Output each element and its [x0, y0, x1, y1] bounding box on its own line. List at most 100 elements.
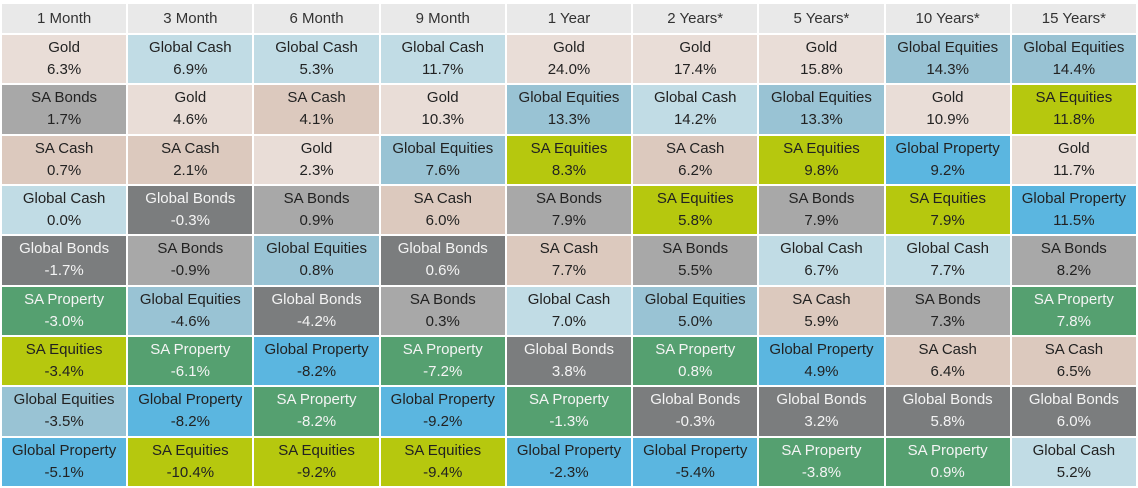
asset-name: Global Property [1021, 190, 1126, 208]
table-cell-global-cash: Global Cash 14.2% [633, 85, 758, 134]
table-cell-global-equities: Global Equities 13.3% [759, 85, 884, 134]
asset-name: SA Equities [151, 441, 229, 459]
asset-name: Global Bonds [776, 391, 867, 409]
asset-name: Gold [48, 39, 80, 57]
table-cell-sa-cash: SA Cash 5.9% [759, 286, 884, 335]
table-cell-global-property: Global Property 4.9% [759, 336, 884, 386]
return-value: -5.1% [44, 463, 84, 481]
asset-name: Global Property [769, 341, 874, 359]
table-cell-global-cash: Global Cash 6.9% [128, 35, 253, 84]
asset-name: Global Bonds [650, 391, 741, 409]
asset-name: SA Equities [1035, 89, 1113, 107]
table-cell-global-property: Global Property -9.2% [380, 387, 505, 436]
asset-name: Global Equities [13, 391, 115, 409]
return-value: 11.5% [1053, 212, 1095, 230]
table-cell-sa-equities: SA Equities 11.8% [1011, 85, 1136, 134]
table-cell-global-equities: Global Equities -3.5% [2, 387, 127, 436]
table-cell-sa-bonds: SA Bonds 0.9% [254, 185, 379, 235]
asset-name: Global Property [643, 441, 748, 459]
asset-name: Global Cash [1032, 441, 1116, 459]
asset-name: SA Cash [666, 139, 725, 157]
asset-name: SA Bonds [157, 240, 224, 258]
table-cell-global-bonds: Global Bonds -1.7% [2, 236, 127, 285]
return-value: 5.8% [678, 212, 713, 230]
table-cell-global-bonds: Global Bonds 6.0% [1011, 387, 1136, 436]
asset-name: Global Equities [1023, 39, 1125, 57]
return-value: 4.6% [173, 111, 208, 129]
asset-name: Global Bonds [19, 240, 110, 258]
asset-name: Global Property [138, 391, 243, 409]
asset-name: Global Bonds [523, 341, 615, 359]
asset-name: SA Cash [34, 139, 94, 157]
table-cell-sa-property: SA Property -3.8% [759, 437, 884, 486]
return-value: -7.2% [423, 363, 463, 381]
return-value: 6.4% [930, 363, 965, 381]
table-cell-gold: Gold 2.3% [254, 135, 379, 184]
asset-name: Global Property [390, 391, 495, 409]
return-value: 0.9% [299, 212, 334, 230]
return-value: 0.9% [930, 463, 965, 481]
asset-name: Global Property [264, 341, 369, 359]
asset-name: SA Property [402, 341, 483, 359]
table-cell-sa-bonds: SA Bonds 0.3% [380, 286, 505, 335]
table-cell-sa-property: SA Property -6.1% [128, 336, 253, 386]
return-value: -0.3% [675, 413, 715, 431]
table-cell-global-equities: Global Equities 13.3% [506, 85, 632, 134]
return-value: 7.9% [930, 212, 965, 230]
return-value: 6.3% [47, 61, 82, 79]
table-cell-global-equities: Global Equities 7.6% [380, 135, 505, 184]
return-value: 1.7% [47, 111, 82, 129]
asset-name: SA Equities [25, 341, 103, 359]
return-value: 9.2% [930, 161, 965, 179]
table-cell-sa-equities: SA Equities -3.4% [2, 336, 127, 386]
return-value: 0.8% [678, 363, 713, 381]
return-value: 14.4% [1052, 61, 1096, 79]
asset-name: Gold [931, 89, 964, 107]
asset-name: Gold [805, 39, 838, 57]
return-value: 0.3% [425, 312, 460, 330]
asset-name: Gold [1058, 139, 1090, 157]
return-value: 7.8% [1056, 312, 1091, 330]
table-cell-sa-equities: SA Equities -9.2% [254, 437, 379, 486]
table-cell-global-property: Global Property -8.2% [128, 387, 253, 436]
return-value: 17.4% [673, 61, 717, 79]
table-cell-sa-cash: SA Cash 6.4% [885, 336, 1010, 386]
return-value: 10.3% [421, 111, 465, 129]
column-header-1-year: 1 Year [506, 4, 632, 33]
table-cell-sa-equities: SA Equities 5.8% [633, 185, 758, 235]
table-cell-sa-bonds: SA Bonds 1.7% [2, 85, 127, 134]
return-value: -9.4% [423, 463, 463, 481]
asset-name: SA Cash [1044, 341, 1104, 359]
asset-name: Global Cash [780, 240, 863, 258]
table-cell-global-bonds: Global Bonds 0.6% [380, 236, 505, 285]
return-value: 14.2% [673, 111, 717, 129]
return-value: 0.7% [47, 161, 82, 179]
return-value: 11.7% [422, 61, 464, 79]
return-value: 7.0% [551, 312, 587, 330]
table-cell-sa-equities: SA Equities -10.4% [128, 437, 253, 486]
asset-name: Global Cash [653, 89, 737, 107]
asset-name: Global Cash [149, 39, 232, 57]
asset-name: SA Cash [161, 139, 220, 157]
return-value: 11.7% [1053, 161, 1095, 179]
asset-name: SA Bonds [283, 190, 350, 208]
table-cell-gold: Gold 24.0% [506, 35, 632, 84]
asset-name: Global Property [516, 441, 622, 459]
return-value: 0.0% [47, 212, 82, 230]
return-value: 6.2% [678, 161, 713, 179]
asset-name: SA Bonds [536, 190, 602, 208]
asset-name: SA Property [655, 341, 736, 359]
table-cell-sa-property: SA Property -3.0% [2, 286, 127, 335]
return-value: 0.8% [299, 262, 334, 280]
table-cell-global-bonds: Global Bonds -0.3% [633, 387, 758, 436]
return-value: -2.3% [549, 463, 589, 481]
table-cell-sa-cash: SA Cash 0.7% [2, 135, 127, 184]
column-header-10-years: 10 Years* [885, 4, 1010, 33]
table-cell-global-equities: Global Equities 5.0% [633, 286, 758, 335]
column-header-15-years: 15 Years* [1011, 4, 1136, 33]
return-value: -9.2% [296, 463, 337, 481]
asset-name: SA Property [781, 441, 862, 459]
asset-name: Gold [174, 89, 207, 107]
asset-name: Global Equities [518, 89, 620, 107]
table-cell-gold: Gold 11.7% [1011, 135, 1136, 184]
